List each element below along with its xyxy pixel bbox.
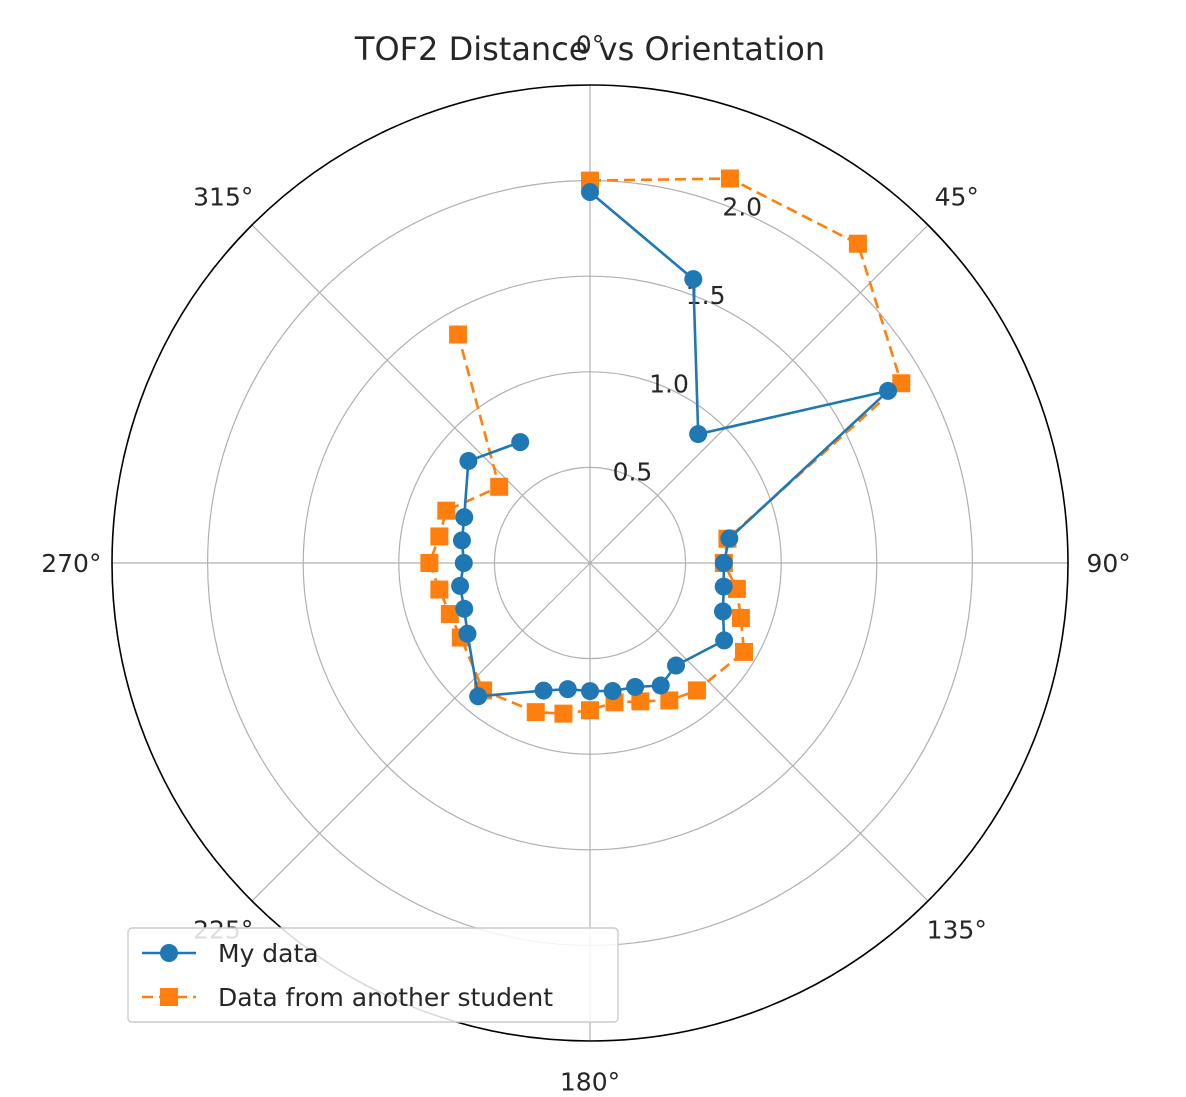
data-point (581, 701, 599, 720)
data-point (684, 270, 703, 289)
theta-gridline-5 (251, 562, 591, 902)
r-tick-label: 1.0 (649, 369, 689, 398)
data-point (455, 599, 474, 618)
data-point (626, 677, 645, 696)
data-point (715, 631, 734, 650)
data-point (526, 703, 545, 722)
data-point (430, 580, 449, 599)
polar-outer-spine (111, 84, 1069, 1042)
theta-tick-label: 45° (935, 182, 979, 211)
theta-tick-label: 270° (41, 549, 101, 578)
data-point (714, 554, 733, 572)
data-point (558, 680, 577, 699)
data-point (734, 642, 753, 661)
legend-entry: Data from another student (142, 983, 553, 1012)
data-point (720, 529, 739, 548)
data-point (459, 451, 478, 470)
legend-label: Data from another student (218, 983, 553, 1012)
theta-tick-label: 135° (927, 916, 987, 945)
data-point (714, 577, 733, 596)
data-point (511, 433, 530, 452)
legend: My data Data from another student (127, 927, 619, 1023)
data-point (420, 554, 439, 572)
data-point (440, 605, 459, 624)
theta-tick-label: 90° (1086, 549, 1130, 578)
legend-entry: My data (142, 939, 319, 968)
theta-gridline-1 (589, 224, 929, 564)
series-1 (420, 169, 911, 723)
data-point (879, 381, 898, 400)
data-point (469, 687, 488, 706)
data-point (651, 676, 670, 695)
legend-label: My data (218, 939, 319, 968)
data-point (667, 656, 686, 675)
r-tick-label: 2.0 (722, 193, 762, 222)
theta-gridline-7 (251, 224, 591, 564)
data-point (892, 374, 911, 393)
legend-marker (160, 944, 178, 962)
chart-title: TOF2 Distance vs Orientation (354, 30, 825, 68)
data-point (451, 576, 470, 595)
data-point (848, 234, 867, 253)
data-point (689, 425, 708, 444)
data-point (731, 608, 750, 627)
data-point (455, 508, 474, 527)
data-point (603, 682, 622, 701)
theta-tick-label: 180° (560, 1068, 620, 1097)
data-point (490, 477, 509, 496)
data-point (554, 704, 573, 723)
polar-grid (112, 85, 1068, 1041)
data-point (430, 527, 449, 546)
data-point (581, 682, 599, 701)
data-point (452, 531, 471, 550)
series-layer (420, 169, 911, 723)
data-point (449, 325, 468, 344)
data-point (437, 501, 456, 520)
legend-entries: My data Data from another student (142, 939, 553, 1012)
data-point (458, 624, 477, 643)
data-point (660, 691, 679, 710)
data-point (581, 183, 599, 202)
legend-marker (160, 988, 178, 1006)
series-0 (451, 183, 898, 706)
data-point (631, 692, 650, 711)
data-point (713, 602, 732, 621)
theta-tick-label: 0° (576, 30, 604, 59)
data-point (687, 681, 706, 700)
r-tick-label: 0.5 (613, 458, 653, 487)
data-point (720, 169, 739, 188)
r-tick-labels: 0.51.01.52.0 (613, 193, 763, 487)
theta-tick-label: 315° (193, 182, 253, 211)
data-point (454, 554, 473, 572)
data-point (534, 681, 553, 700)
theta-gridline-3 (589, 562, 929, 902)
legend-box (127, 927, 619, 1023)
